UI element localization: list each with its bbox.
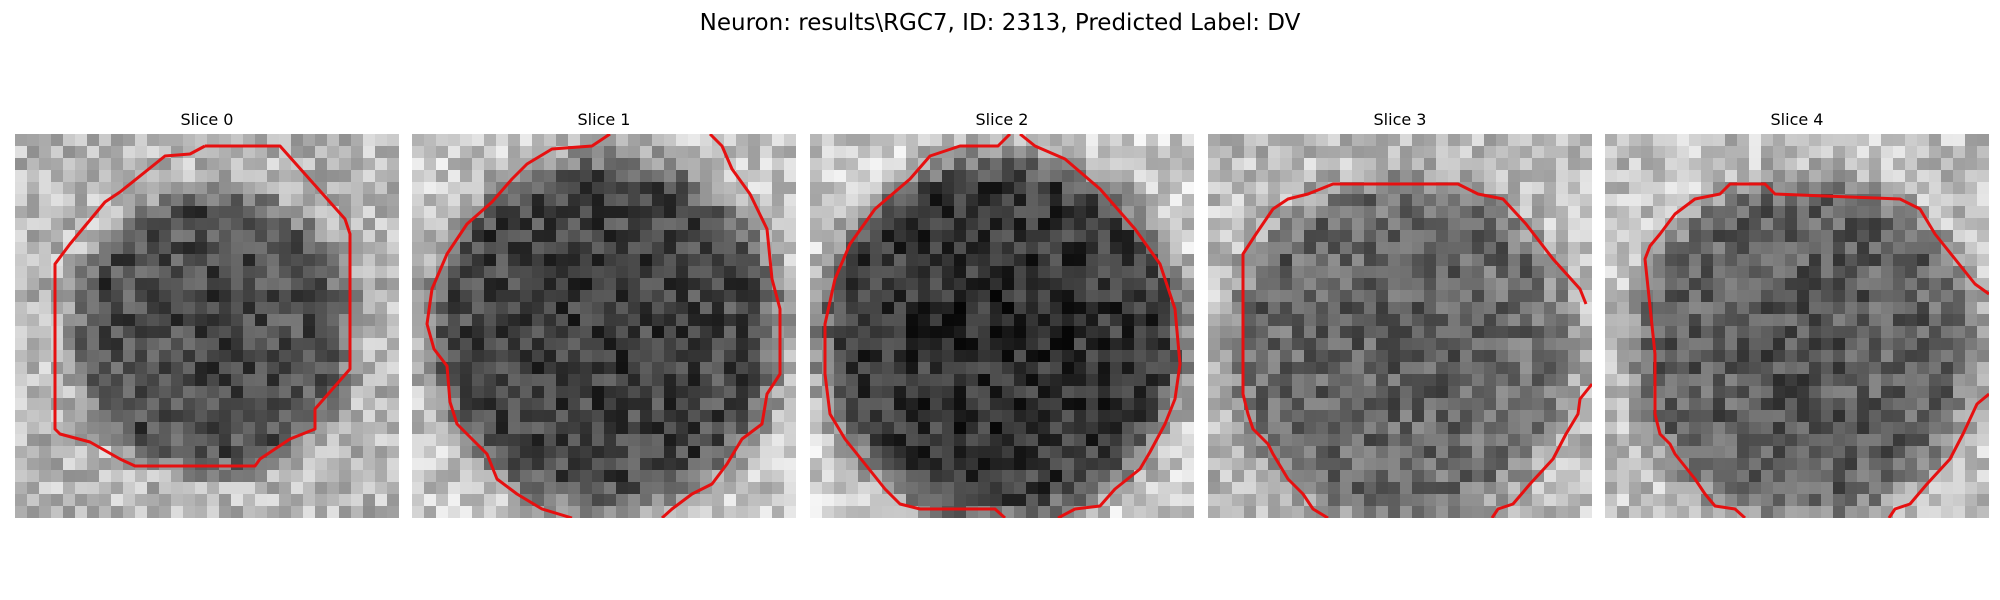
- slice-title-0: Slice 0: [15, 108, 399, 132]
- figure-title: Neuron: results\RGC7, ID: 2313, Predicte…: [0, 8, 2000, 38]
- slice-panel-3: Slice 3: [1208, 108, 1592, 518]
- pixel-cells-2: [810, 134, 1194, 518]
- slice-panel-1: Slice 1: [412, 108, 796, 518]
- pixel-cells-3: [1208, 134, 1592, 518]
- slice-image-3: [1208, 134, 1592, 518]
- slice-image-0: [15, 134, 399, 518]
- pixel-cells-1: [412, 134, 796, 518]
- slice-panel-4: Slice 4: [1605, 108, 1989, 518]
- pixel-cells-0: [15, 134, 399, 518]
- slice-title-1: Slice 1: [412, 108, 796, 132]
- slice-image-1: [412, 134, 796, 518]
- slice-panel-0: Slice 0: [15, 108, 399, 518]
- slice-panel-2: Slice 2: [810, 108, 1194, 518]
- slice-title-2: Slice 2: [810, 108, 1194, 132]
- slice-image-4: [1605, 134, 1989, 518]
- slice-title-3: Slice 3: [1208, 108, 1592, 132]
- slice-title-4: Slice 4: [1605, 108, 1989, 132]
- slice-image-2: [810, 134, 1194, 518]
- pixel-cells-4: [1605, 134, 1989, 518]
